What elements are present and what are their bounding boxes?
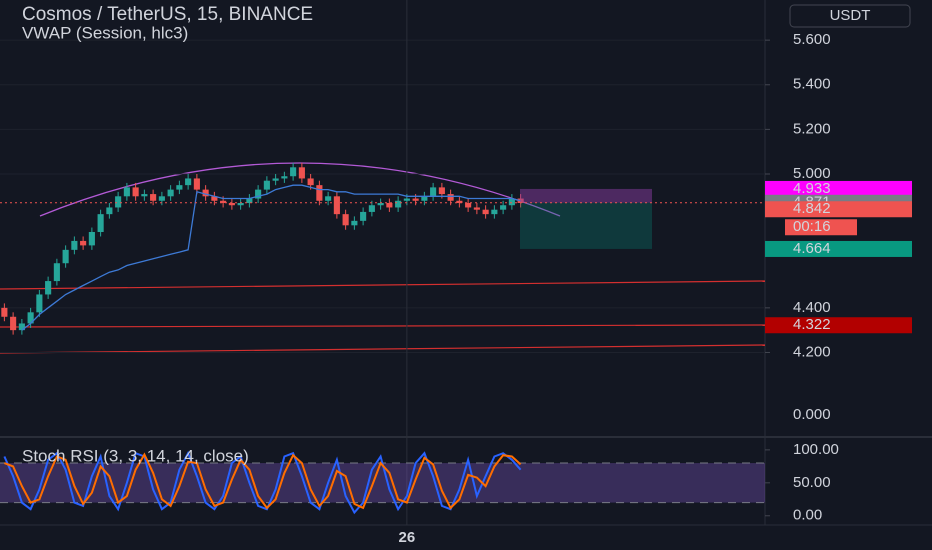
candle-body <box>368 205 375 212</box>
candle-body <box>185 178 192 186</box>
candle-body <box>290 167 297 177</box>
price-label-box <box>765 240 912 257</box>
candle-body <box>281 176 288 179</box>
y-tick-label: 50.00 <box>793 474 831 491</box>
candle-body <box>482 209 489 215</box>
price-label-box <box>765 201 912 218</box>
arc-drawing <box>39 162 561 217</box>
candle-body <box>491 209 498 215</box>
candle-body <box>255 189 262 199</box>
candle-body <box>395 200 402 208</box>
candle-body <box>132 187 139 197</box>
y-tick-label: 5.600 <box>793 31 831 48</box>
candle-body <box>211 196 218 201</box>
stoch-band <box>0 463 765 503</box>
candle-body <box>62 249 69 264</box>
candle-body <box>115 196 122 208</box>
candle-body <box>53 263 60 282</box>
candle-body <box>228 203 235 206</box>
y-tick-label: 5.400 <box>793 76 831 93</box>
candle-body <box>360 211 367 221</box>
countdown-box <box>785 219 857 236</box>
candle-body <box>176 185 183 190</box>
currency-button-label[interactable]: USDT <box>830 7 871 24</box>
price-label: 4.322 <box>793 316 831 333</box>
candle-body <box>386 203 393 208</box>
candle-body <box>10 316 17 331</box>
candle-body <box>403 198 410 201</box>
candle-body <box>412 198 419 201</box>
candle-body <box>307 178 314 186</box>
series-line <box>4 452 522 510</box>
candle-body <box>298 167 305 179</box>
series-line <box>3 450 522 515</box>
price-label: 4.842 <box>793 200 831 217</box>
candle-body <box>80 240 87 246</box>
candle-body <box>220 200 227 203</box>
indicator-label: VWAP (Session, hlc3) <box>22 23 188 42</box>
series-line <box>21 184 521 331</box>
candle-body <box>18 323 25 331</box>
candle-body <box>71 240 78 250</box>
candle-body <box>447 194 454 201</box>
candle-body <box>45 281 52 295</box>
candle-body <box>325 196 332 201</box>
position-loss-zone <box>520 202 652 249</box>
y-tick-label: 4.200 <box>793 343 831 360</box>
price-label-box <box>765 180 912 197</box>
candle-body <box>342 214 349 226</box>
candle-body <box>1 307 8 317</box>
y-tick-label: 5.000 <box>793 165 831 182</box>
candle-body <box>377 203 384 206</box>
candle-body <box>246 198 253 203</box>
currency-button[interactable] <box>789 4 911 28</box>
candle-body <box>316 185 323 201</box>
x-tick-label: 26 <box>399 529 416 546</box>
position-profit-zone <box>520 188 652 203</box>
candle-body <box>88 232 95 246</box>
trend-line <box>0 280 766 290</box>
candle-body <box>351 220 358 226</box>
y-tick-label: 4.400 <box>793 299 831 316</box>
candle-body <box>500 205 507 210</box>
candle-body <box>456 200 463 203</box>
candle-body <box>123 187 130 197</box>
candle-body <box>27 312 34 324</box>
countdown-label: 00:16 <box>793 218 831 235</box>
candle-body <box>158 196 165 201</box>
candle-body <box>202 189 209 197</box>
candle-body <box>141 194 148 197</box>
y-tick-label: 0.00 <box>793 507 822 524</box>
price-label: 4.933 <box>793 180 831 197</box>
trend-line <box>0 324 766 328</box>
price-label-box <box>765 317 912 334</box>
candle-body <box>465 203 472 208</box>
candle-body <box>473 207 480 210</box>
extra-axis-label: 0.000 <box>793 406 831 423</box>
stoch-title: Stoch RSI (3, 3, 14, 14, close) <box>22 446 249 465</box>
candle-body <box>333 196 340 215</box>
candle-body <box>193 178 200 190</box>
candle-body <box>263 180 270 190</box>
candle-body <box>237 203 244 206</box>
candle-body <box>150 194 157 201</box>
y-tick-label: 100.00 <box>793 441 839 458</box>
candle-body <box>106 207 113 215</box>
candle-body <box>36 294 43 313</box>
candle-body <box>508 198 515 206</box>
trend-line <box>0 344 766 354</box>
candle-body <box>272 178 279 181</box>
candle-body <box>430 187 437 197</box>
y-tick-label: 5.200 <box>793 120 831 137</box>
price-label: 4.664 <box>793 240 831 257</box>
candle-body <box>438 187 445 195</box>
candle-body <box>97 214 104 232</box>
candle-body <box>167 189 174 197</box>
candle-body <box>421 196 428 201</box>
chart-title: Cosmos / TetherUS, 15, BINANCE <box>22 4 313 25</box>
